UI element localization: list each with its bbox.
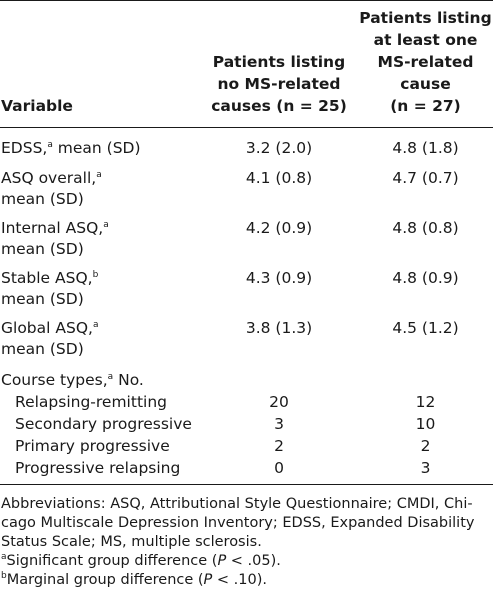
- row-global-asq-label1: Global ASQ,a: [1, 319, 99, 337]
- row-stable-asq-value2: 4.8 (0.9): [392, 269, 459, 287]
- course-relapsing-remitting-label: Relapsing-remitting: [15, 393, 167, 411]
- course-primary-progressive-value1: 2: [274, 437, 284, 455]
- course-types-label: Course types,a No.: [1, 371, 144, 389]
- course-relapsing-remitting-value2: 12: [415, 393, 436, 411]
- header-variable: Variable: [1, 97, 73, 115]
- row-edss-value2: 4.8 (1.8): [392, 139, 459, 157]
- course-relapsing-remitting-value1: 20: [269, 393, 289, 411]
- footnote-abbreviations-line3: Status Scale; MS, multiple sclerosis.: [1, 534, 262, 550]
- header-col2-line2: no MS-related: [217, 75, 341, 93]
- course-progressive-relapsing-label: Progressive relapsing: [15, 459, 181, 477]
- top-rule: [0, 0, 493, 1]
- footnote-abbreviations: Abbreviations: ASQ, Attributional Style …: [1, 495, 487, 590]
- row-stable-asq-label2: mean (SD): [1, 290, 84, 308]
- header-rule: [0, 127, 493, 128]
- course-secondary-progressive-value1: 3: [274, 415, 284, 433]
- row-internal-asq-label2: mean (SD): [1, 240, 84, 258]
- row-internal-asq-label1: Internal ASQ,a: [1, 219, 109, 237]
- row-stable-asq-value1: 4.3 (0.9): [245, 269, 313, 287]
- course-primary-progressive-label: Primary progressive: [15, 437, 170, 455]
- header-col3-line1: Patients listing: [359, 9, 492, 27]
- header-col3-line2: at least one: [373, 31, 478, 49]
- row-asq-overall-label2: mean (SD): [1, 190, 84, 208]
- header-col3-line3: MS-related: [377, 53, 474, 71]
- footnote-b: bMarginal group difference (P < .10).: [1, 571, 267, 589]
- row-global-asq-value2: 4.5 (1.2): [392, 319, 459, 337]
- header-col3-line4: cause: [400, 75, 451, 93]
- course-progressive-relapsing-value1: 0: [274, 459, 284, 477]
- course-secondary-progressive-value2: 10: [415, 415, 436, 433]
- row-internal-asq-value2: 4.8 (0.8): [392, 219, 459, 237]
- row-internal-asq-value1: 4.2 (0.9): [245, 219, 313, 237]
- row-stable-asq-label1: Stable ASQ,b: [1, 269, 99, 287]
- row-asq-overall-value2: 4.7 (0.7): [392, 169, 459, 187]
- row-asq-overall-value1: 4.1 (0.8): [245, 169, 313, 187]
- row-global-asq-value1: 3.8 (1.3): [245, 319, 313, 337]
- row-global-asq-label2: mean (SD): [1, 340, 84, 358]
- course-secondary-progressive-label: Secondary progressive: [15, 415, 192, 433]
- header-col2-line3: causes (n = 25): [211, 97, 347, 115]
- row-edss-value1: 3.2 (2.0): [245, 139, 313, 157]
- footnote-abbreviations-line2: cago Multiscale Depression Inventory; ED…: [1, 515, 475, 531]
- row-edss-label: EDSS,a mean (SD): [1, 139, 141, 157]
- course-primary-progressive-value2: 2: [420, 437, 431, 455]
- course-progressive-relapsing-value2: 3: [420, 459, 431, 477]
- bottom-rule: [0, 484, 493, 485]
- row-asq-overall-label1: ASQ overall,a: [1, 169, 102, 187]
- header-col3-line5: (n = 27): [390, 97, 461, 115]
- footnote-a: aSignificant group difference (P < .05).: [1, 552, 281, 570]
- header-col2-line1: Patients listing: [212, 53, 346, 71]
- footnote-abbreviations-line1: Abbreviations: ASQ, Attributional Style …: [1, 496, 473, 512]
